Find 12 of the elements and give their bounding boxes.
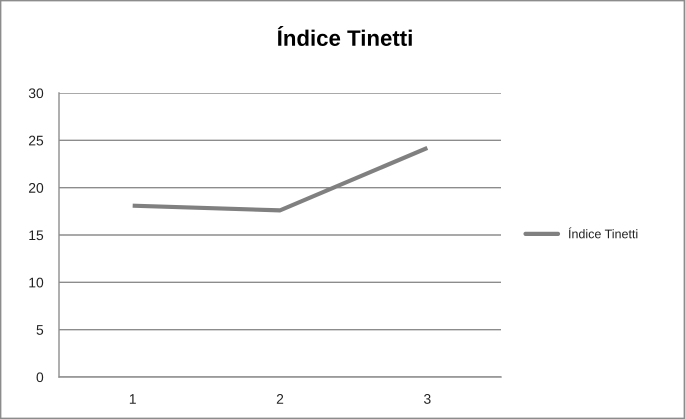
legend-label: Índice Tinetti: [568, 227, 638, 238]
y-tick-label: 20: [28, 183, 44, 193]
x-tick-label: 2: [276, 394, 284, 404]
x-tick-label: 3: [424, 394, 431, 404]
chart-title: Índice Tinetti: [278, 26, 412, 46]
x-tick-label: 1: [130, 394, 136, 404]
y-tick-label: 25: [28, 136, 44, 146]
y-tick-label: 30: [28, 88, 44, 98]
y-tick-label: 15: [29, 230, 44, 240]
y-tick-label: 10: [29, 278, 44, 288]
y-tick-label: 5: [36, 325, 44, 335]
y-tick-label: 0: [36, 372, 44, 382]
